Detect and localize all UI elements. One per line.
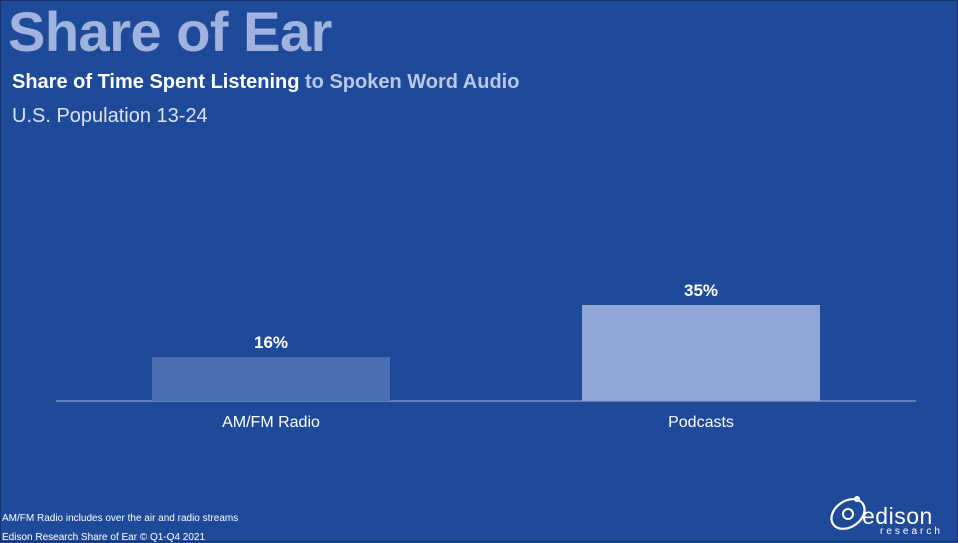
- logo-subtext: research: [880, 526, 943, 537]
- logo-wordmark: edison: [862, 503, 933, 529]
- copyright: Edison Research Share of Ear © Q1-Q4 202…: [2, 532, 206, 543]
- population-label: U.S. Population 13-24: [12, 105, 208, 127]
- edison-logo-icon: [830, 496, 866, 530]
- chart-subtitle: Share of Time Spent Listening to Spoken …: [12, 72, 519, 92]
- bar-1: [582, 305, 820, 401]
- data-label-1: 35%: [684, 281, 718, 300]
- subtitle-rest: to Spoken Word Audio: [305, 71, 520, 93]
- bar-0: [152, 357, 390, 401]
- slide-title: Share of Ear: [8, 0, 332, 63]
- data-label-0: 16%: [254, 333, 288, 352]
- footnote: AM/FM Radio includes over the air and ra…: [2, 513, 239, 524]
- subtitle-bold: Share of Time Spent Listening: [12, 71, 300, 93]
- category-label-0: AM/FM Radio: [222, 414, 320, 431]
- category-label-1: Podcasts: [668, 414, 734, 431]
